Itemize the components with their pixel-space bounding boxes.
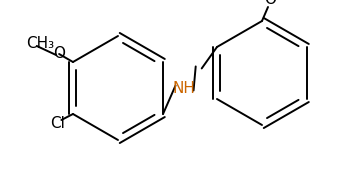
Text: CH₃: CH₃	[26, 36, 54, 50]
Text: Cl: Cl	[50, 116, 65, 130]
Text: O: O	[264, 0, 276, 6]
Text: NH: NH	[172, 81, 195, 96]
Text: O: O	[53, 46, 65, 62]
